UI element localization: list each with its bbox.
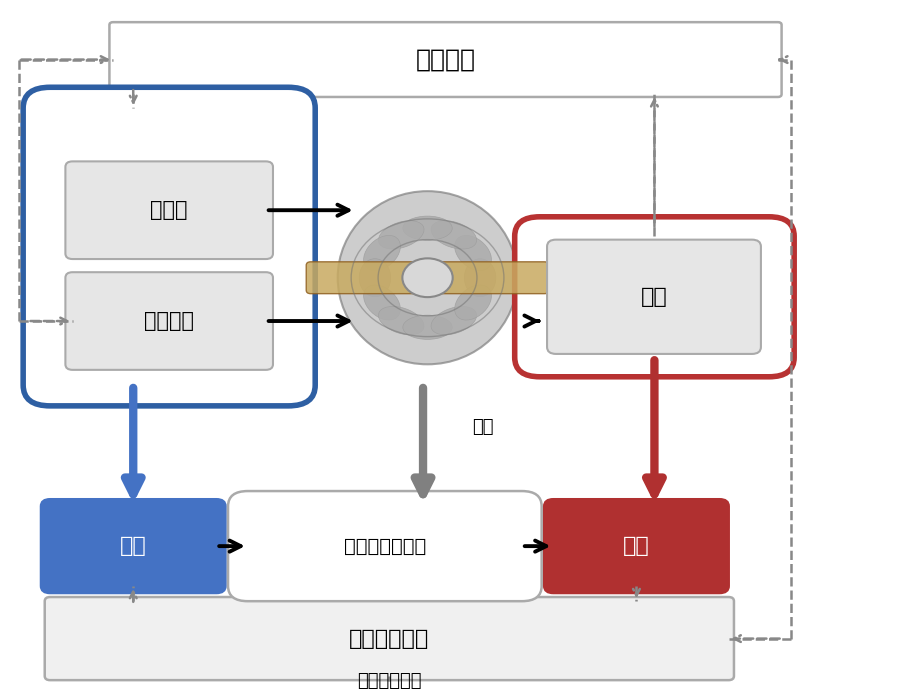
Text: 操作量: 操作量 xyxy=(150,200,188,220)
Circle shape xyxy=(402,258,453,297)
Text: 応答: 応答 xyxy=(641,287,668,307)
FancyBboxPatch shape xyxy=(45,597,734,680)
Text: 運転条件: 運転条件 xyxy=(144,311,194,331)
Text: 学習: 学習 xyxy=(472,418,494,436)
FancyBboxPatch shape xyxy=(228,491,542,601)
Ellipse shape xyxy=(454,235,491,271)
Ellipse shape xyxy=(364,285,400,320)
Ellipse shape xyxy=(403,216,452,240)
Ellipse shape xyxy=(454,285,491,320)
Ellipse shape xyxy=(338,191,518,364)
FancyBboxPatch shape xyxy=(515,217,794,377)
Text: 出力: 出力 xyxy=(623,536,650,556)
Ellipse shape xyxy=(431,307,477,335)
FancyBboxPatch shape xyxy=(41,500,225,593)
Text: 制御装置: 制御装置 xyxy=(416,48,475,71)
FancyBboxPatch shape xyxy=(66,162,273,259)
FancyBboxPatch shape xyxy=(544,500,729,593)
Ellipse shape xyxy=(379,307,424,335)
Text: 機械学習モデル: 機械学習モデル xyxy=(344,536,426,556)
FancyBboxPatch shape xyxy=(66,272,273,370)
Ellipse shape xyxy=(359,259,391,297)
FancyBboxPatch shape xyxy=(110,22,781,97)
Text: アルゴリズム: アルゴリズム xyxy=(349,629,429,649)
Text: 最適な操作量: 最適な操作量 xyxy=(357,672,421,690)
Ellipse shape xyxy=(379,221,424,249)
FancyBboxPatch shape xyxy=(23,87,315,406)
Ellipse shape xyxy=(364,235,400,271)
Ellipse shape xyxy=(403,315,452,339)
Text: 入力: 入力 xyxy=(120,536,147,556)
FancyBboxPatch shape xyxy=(306,262,549,294)
Ellipse shape xyxy=(464,259,496,297)
FancyBboxPatch shape xyxy=(547,239,760,354)
Ellipse shape xyxy=(431,221,477,249)
